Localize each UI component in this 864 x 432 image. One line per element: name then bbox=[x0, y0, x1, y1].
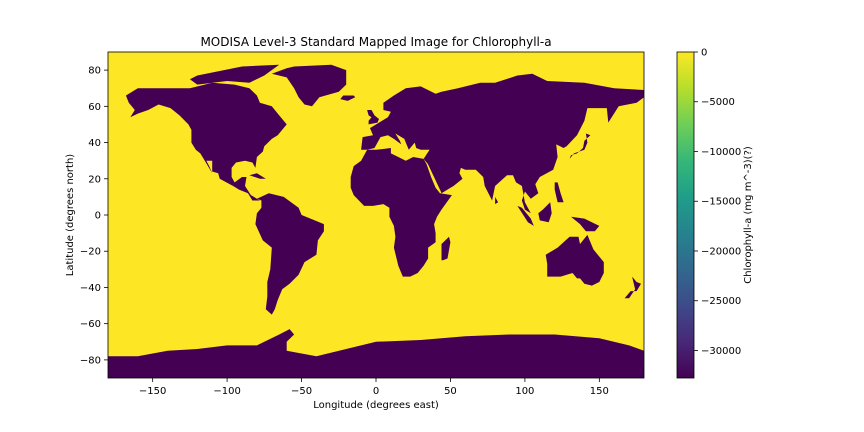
colorbar-tick-label: 0 bbox=[701, 48, 707, 59]
landmass-antarctica bbox=[108, 329, 644, 378]
y-tick-label: −20 bbox=[80, 247, 101, 258]
x-tick-label: −100 bbox=[213, 386, 240, 397]
landmass-africa bbox=[350, 148, 452, 277]
x-tick-label: 50 bbox=[444, 386, 457, 397]
landmass-eurasia bbox=[361, 73, 644, 214]
colorbar-tick-label: −15000 bbox=[701, 197, 741, 208]
y-tick-label: −60 bbox=[80, 319, 101, 330]
landmass-great-britain bbox=[367, 110, 379, 125]
x-tick-label: −50 bbox=[291, 386, 312, 397]
y-axis-ticks: 80 60 40 20 0 −20 −40 −60 −80 bbox=[80, 66, 108, 366]
landmass-japan bbox=[569, 133, 591, 159]
landmass-arctic-islands bbox=[189, 64, 280, 85]
y-tick-label: 0 bbox=[95, 211, 101, 222]
landmass-sri-lanka bbox=[495, 196, 499, 205]
landmass-borneo bbox=[538, 202, 552, 223]
x-tick-label: 150 bbox=[590, 386, 609, 397]
landmass-north-america bbox=[125, 82, 287, 201]
land-layer bbox=[108, 64, 644, 378]
x-axis-label: Longitude (degrees east) bbox=[313, 400, 439, 411]
y-tick-label: 40 bbox=[88, 138, 101, 149]
landmass-arabia bbox=[428, 155, 463, 190]
landmass-philippines bbox=[554, 182, 564, 203]
colorbar-label: Chlorophyll-a (mg m^-3)(?) bbox=[743, 146, 754, 284]
landmass-cuba bbox=[249, 173, 266, 179]
y-tick-label: 20 bbox=[88, 174, 101, 185]
map-area bbox=[108, 52, 644, 378]
landmass-australia bbox=[545, 234, 604, 286]
y-axis-label: Latitude (degrees north) bbox=[65, 154, 76, 276]
x-tick-label: −150 bbox=[139, 386, 166, 397]
x-tick-label: 0 bbox=[373, 386, 379, 397]
colorbar-tick-label: −20000 bbox=[701, 246, 741, 257]
colorbar-tick-label: −10000 bbox=[701, 147, 741, 158]
colorbar-tick-label: −30000 bbox=[701, 346, 741, 357]
x-axis-ticks: −150 −100 −50 0 50 100 150 bbox=[139, 378, 609, 397]
landmass-iceland bbox=[340, 95, 356, 101]
colorbar bbox=[676, 51, 695, 379]
landmass-new-zealand bbox=[624, 276, 641, 299]
landmass-south-america bbox=[255, 193, 324, 315]
landmass-madagascar bbox=[441, 236, 451, 261]
landmass-sumatra bbox=[517, 205, 534, 226]
x-tick-label: 100 bbox=[515, 386, 534, 397]
colorbar-tick-label: −5000 bbox=[701, 97, 735, 108]
y-tick-label: −40 bbox=[80, 283, 101, 294]
y-tick-label: −80 bbox=[80, 355, 101, 366]
colorbar-ticks: 0 −5000 −10000 −15000 −20000 −25000 −30000 bbox=[694, 48, 741, 357]
y-tick-label: 60 bbox=[88, 102, 101, 113]
y-tick-label: 80 bbox=[88, 66, 101, 77]
chart-title: MODISA Level-3 Standard Mapped Image for… bbox=[200, 35, 551, 49]
landmass-greenland bbox=[271, 64, 347, 107]
landmass-new-guinea bbox=[571, 216, 600, 232]
colorbar-tick-label: −25000 bbox=[701, 296, 741, 307]
